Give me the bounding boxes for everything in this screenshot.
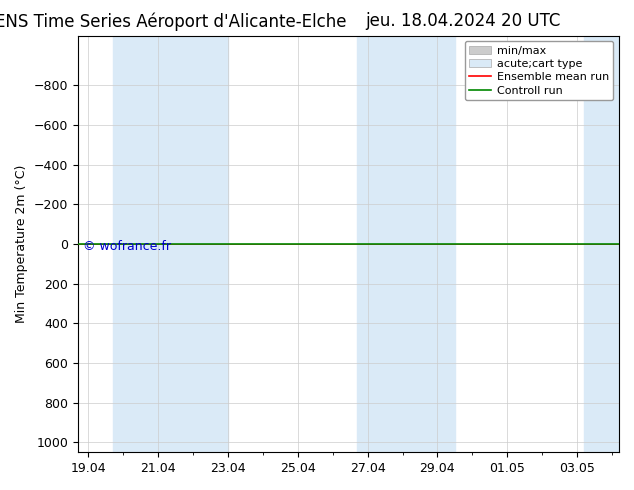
Text: © wofrance.fr: © wofrance.fr <box>83 240 171 252</box>
Legend: min/max, acute;cart type, Ensemble mean run, Controll run: min/max, acute;cart type, Ensemble mean … <box>465 41 614 100</box>
Bar <box>413 36 455 452</box>
Bar <box>169 36 228 452</box>
Y-axis label: Min Temperature 2m (°C): Min Temperature 2m (°C) <box>15 165 28 323</box>
Bar <box>357 36 413 452</box>
Bar <box>584 36 619 452</box>
Bar <box>113 36 169 452</box>
Text: ENS Time Series Aéroport d'Alicante-Elche: ENS Time Series Aéroport d'Alicante-Elch… <box>0 12 347 31</box>
Text: jeu. 18.04.2024 20 UTC: jeu. 18.04.2024 20 UTC <box>365 12 560 30</box>
